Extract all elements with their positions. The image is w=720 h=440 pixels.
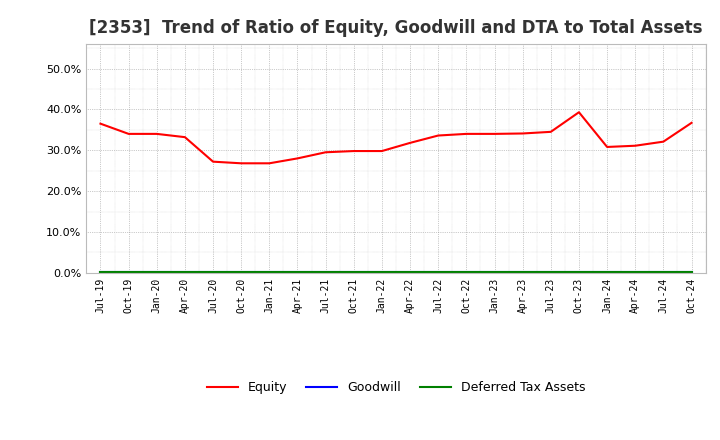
Goodwill: [462, 270, 471, 275]
Deferred Tax Assets: [181, 270, 189, 275]
Goodwill: [265, 270, 274, 275]
Deferred Tax Assets: [209, 270, 217, 275]
Goodwill: [603, 270, 611, 275]
Equity: [349, 148, 358, 154]
Equity: [265, 161, 274, 166]
Deferred Tax Assets: [293, 270, 302, 275]
Goodwill: [96, 270, 105, 275]
Equity: [687, 120, 696, 125]
Goodwill: [434, 270, 443, 275]
Deferred Tax Assets: [631, 270, 639, 275]
Deferred Tax Assets: [546, 270, 555, 275]
Equity: [462, 131, 471, 136]
Goodwill: [575, 270, 583, 275]
Goodwill: [237, 270, 246, 275]
Deferred Tax Assets: [349, 270, 358, 275]
Goodwill: [321, 270, 330, 275]
Goodwill: [490, 270, 499, 275]
Deferred Tax Assets: [603, 270, 611, 275]
Deferred Tax Assets: [321, 270, 330, 275]
Equity: [490, 131, 499, 136]
Equity: [237, 161, 246, 166]
Equity: [96, 121, 105, 126]
Equity: [153, 131, 161, 136]
Deferred Tax Assets: [462, 270, 471, 275]
Deferred Tax Assets: [265, 270, 274, 275]
Equity: [575, 110, 583, 115]
Deferred Tax Assets: [237, 270, 246, 275]
Goodwill: [687, 270, 696, 275]
Goodwill: [406, 270, 415, 275]
Goodwill: [349, 270, 358, 275]
Equity: [518, 131, 527, 136]
Goodwill: [518, 270, 527, 275]
Goodwill: [209, 270, 217, 275]
Goodwill: [377, 270, 386, 275]
Equity: [209, 159, 217, 164]
Equity: [181, 135, 189, 140]
Deferred Tax Assets: [406, 270, 415, 275]
Deferred Tax Assets: [153, 270, 161, 275]
Equity: [125, 131, 133, 136]
Goodwill: [181, 270, 189, 275]
Equity: [546, 129, 555, 135]
Legend: Equity, Goodwill, Deferred Tax Assets: Equity, Goodwill, Deferred Tax Assets: [202, 376, 590, 399]
Deferred Tax Assets: [687, 270, 696, 275]
Equity: [631, 143, 639, 148]
Deferred Tax Assets: [659, 270, 667, 275]
Deferred Tax Assets: [125, 270, 133, 275]
Line: Equity: Equity: [101, 112, 691, 163]
Title: [2353]  Trend of Ratio of Equity, Goodwill and DTA to Total Assets: [2353] Trend of Ratio of Equity, Goodwil…: [89, 19, 703, 37]
Goodwill: [125, 270, 133, 275]
Deferred Tax Assets: [490, 270, 499, 275]
Equity: [293, 156, 302, 161]
Goodwill: [659, 270, 667, 275]
Equity: [603, 144, 611, 150]
Deferred Tax Assets: [518, 270, 527, 275]
Goodwill: [293, 270, 302, 275]
Deferred Tax Assets: [96, 270, 105, 275]
Equity: [321, 150, 330, 155]
Goodwill: [631, 270, 639, 275]
Deferred Tax Assets: [377, 270, 386, 275]
Deferred Tax Assets: [575, 270, 583, 275]
Goodwill: [153, 270, 161, 275]
Equity: [659, 139, 667, 144]
Equity: [434, 133, 443, 138]
Goodwill: [546, 270, 555, 275]
Equity: [406, 140, 415, 146]
Deferred Tax Assets: [434, 270, 443, 275]
Equity: [377, 148, 386, 154]
